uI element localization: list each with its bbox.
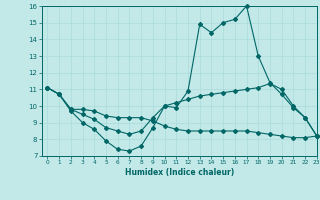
X-axis label: Humidex (Indice chaleur): Humidex (Indice chaleur) (124, 168, 234, 177)
